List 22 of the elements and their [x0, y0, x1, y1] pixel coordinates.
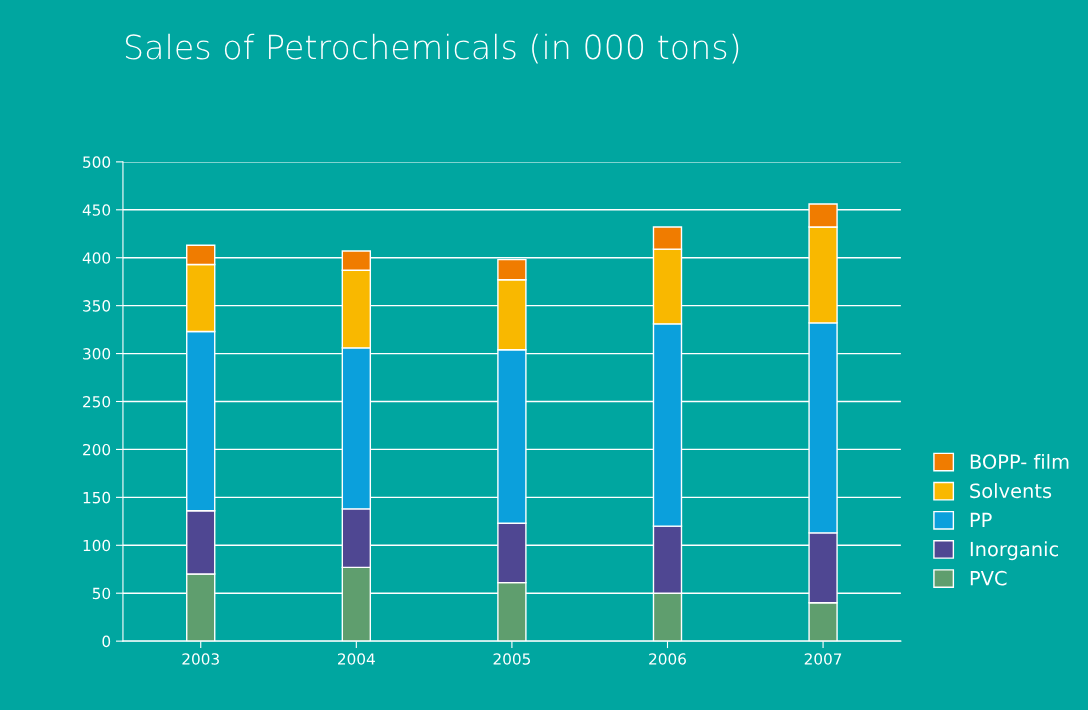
y-tick-label: 150 — [83, 491, 111, 504]
chart-title: Sales of Petrochemicals (in 000 tons) — [125, 33, 739, 64]
y-tick-label: 300 — [83, 348, 111, 360]
y-tick-label: 500 — [83, 156, 111, 168]
y-tick-label: 400 — [82, 252, 111, 264]
x-tick-label: 2006 — [649, 653, 686, 665]
y-tick-label: 250 — [83, 395, 111, 408]
x-tick-label: 2005 — [493, 653, 531, 665]
x-tick-label: 2004 — [338, 653, 375, 665]
y-tick-label: 0 — [102, 635, 111, 648]
y-tick-label: 350 — [83, 300, 111, 312]
legend-label: Inorganic — [970, 541, 1058, 561]
legend-label: Solvents — [970, 483, 1052, 499]
y-tick-label: 50 — [92, 587, 111, 600]
y-tick-label: 450 — [82, 204, 111, 216]
legend-label: PVC — [970, 570, 1007, 586]
legend-label: PP — [970, 512, 992, 527]
legend-label: BOPP- film — [970, 453, 1069, 469]
y-tick-label: 100 — [83, 539, 111, 552]
x-tick-label: 2003 — [182, 653, 219, 665]
y-tick-label: 200 — [83, 443, 111, 456]
x-tick-label: 2007 — [804, 653, 842, 665]
